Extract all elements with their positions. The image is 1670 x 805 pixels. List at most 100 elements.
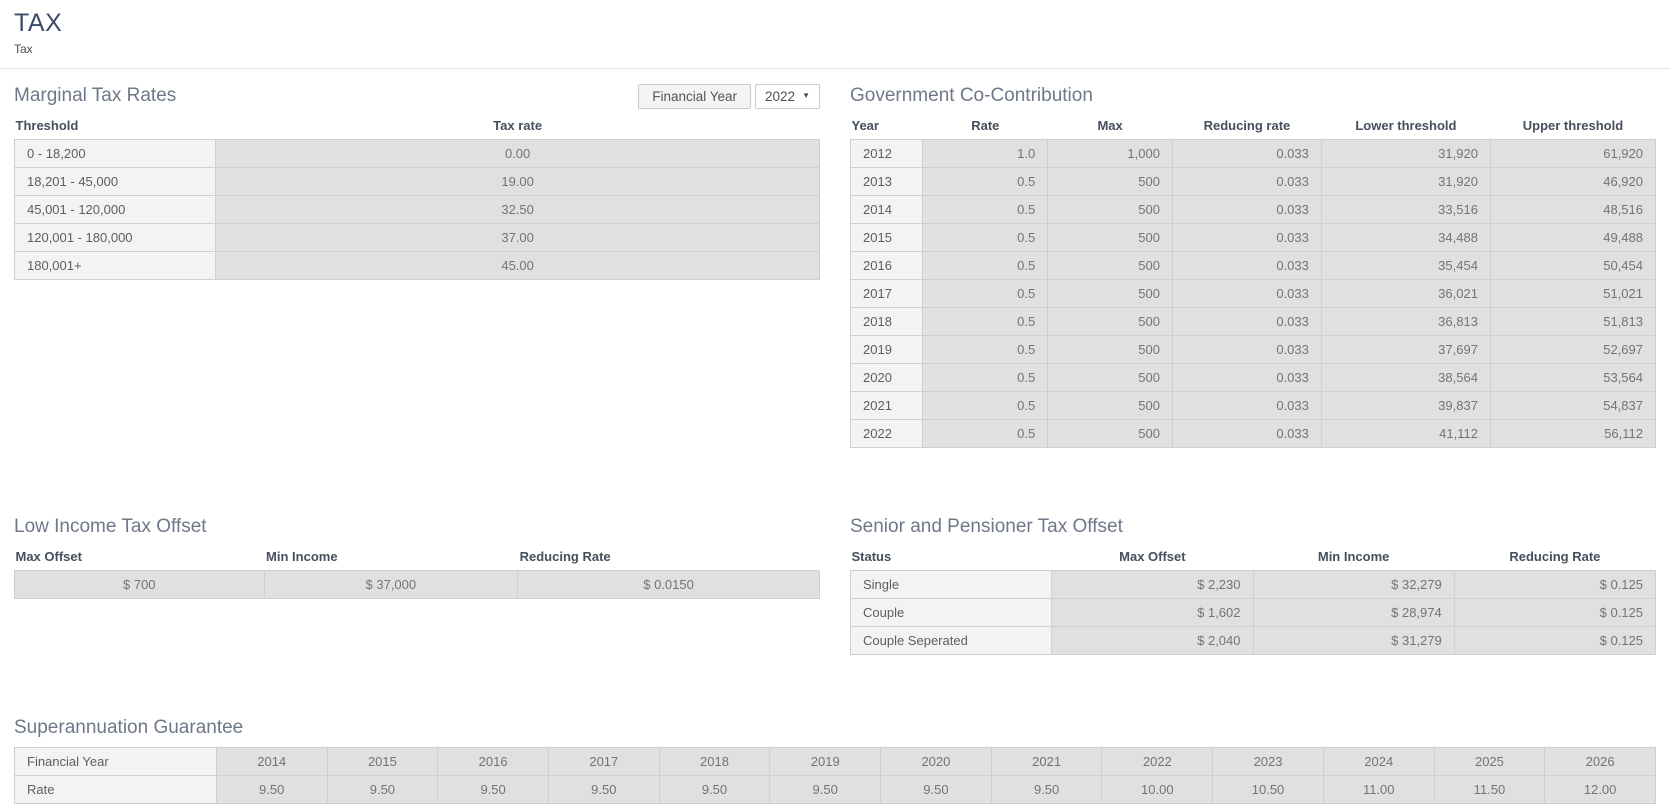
section-title-marginal-tax-rates: Marginal Tax Rates	[14, 85, 177, 106]
top-row: Marginal Tax Rates Financial Year 2022 ▼…	[13, 81, 1657, 448]
section-superannuation-guarantee: Superannuation Guarantee Financial Year 2…	[14, 713, 1656, 804]
table-row: Single $ 2,230 $ 32,279 $ 0.125	[849, 570, 1657, 599]
table-cell: 0.033	[1171, 391, 1322, 420]
table-cell: 51,813	[1489, 307, 1657, 336]
column-header-max-offset: Max Offset	[15, 549, 82, 564]
table-cell: 49,488	[1489, 223, 1657, 252]
table-cell: $ 0.125	[1453, 598, 1657, 627]
table-cell: 18,201 - 45,000	[13, 167, 217, 196]
table-cell: 500	[1047, 279, 1173, 308]
table-cell: 0.033	[1171, 167, 1322, 196]
table-row: 2021 0.5 500 0.033 39,837 54,837	[849, 391, 1657, 420]
table-cell: 2022	[849, 419, 924, 448]
table-cell: 2017	[849, 279, 924, 308]
table-cell: $ 28,974	[1252, 598, 1455, 627]
table-cell: $ 700	[14, 570, 265, 599]
table-cell: 31,920	[1320, 139, 1491, 168]
content: Marginal Tax Rates Financial Year 2022 ▼…	[0, 81, 1670, 804]
section-senior-and-pensioner-tax-offset: Senior and Pensioner Tax Offset Status M…	[849, 512, 1657, 655]
table-cell: 51,021	[1489, 279, 1657, 308]
table-cell: $ 2,230	[1051, 570, 1254, 599]
column-header-lower-threshold: Lower threshold	[1355, 118, 1457, 133]
table-row: $ 700 $ 37,000 $ 0.0150	[14, 570, 820, 599]
table-cell: 9.50	[769, 775, 882, 804]
table-cell: 2020	[880, 747, 992, 776]
table-cell: 0.5	[922, 335, 1049, 364]
table-cell: 10.50	[1212, 775, 1324, 804]
table-row: 2015 0.5 500 0.033 34,488 49,488	[849, 223, 1657, 252]
section-government-co-contribution: Government Co-Contribution Year Rate Max…	[849, 81, 1657, 448]
financial-year-dropdown[interactable]: 2022 ▼	[755, 83, 820, 109]
table-row: Financial Year 2014 2015 2016 2017 2018 2019 20…	[14, 747, 1656, 776]
table-cell: 33,516	[1320, 195, 1491, 224]
table-cell: 500	[1047, 167, 1173, 196]
table-cell: 19.00	[215, 167, 820, 196]
column-header-min-income: Min Income	[1317, 549, 1390, 564]
government-co-contribution-header: Government Co-Contribution	[850, 81, 1656, 111]
page-subtitle: Tax	[14, 42, 33, 56]
marginal-tax-rates-table: Threshold Tax rate 0 - 18,200 0.00 18,201 …	[13, 115, 820, 280]
section-low-income-tax-offset: Low Income Tax Offset Max Offset Min Inc…	[14, 512, 820, 655]
table-cell: 2016	[437, 747, 549, 776]
bottom-row: Superannuation Guarantee Financial Year 2…	[14, 713, 1656, 804]
table-cell: Financial Year	[14, 747, 217, 776]
table-cell: 2014	[849, 195, 924, 224]
table-cell: 9.50	[437, 775, 549, 804]
table-cell: 2023	[1212, 747, 1324, 776]
table-cell: 0.033	[1171, 279, 1322, 308]
table-cell: 52,697	[1489, 335, 1657, 364]
table-cell: 2019	[769, 747, 882, 776]
table-cell: 45,001 - 120,000	[13, 195, 217, 224]
table-cell: 2012	[849, 139, 924, 168]
table-header-row: Threshold Tax rate	[15, 115, 820, 140]
table-cell: 0.5	[922, 251, 1049, 280]
table-cell: 2021	[849, 391, 924, 420]
table-cell: 0.5	[922, 195, 1049, 224]
table-cell: 500	[1047, 335, 1173, 364]
table-cell: 180,001+	[13, 251, 217, 280]
table-cell: 0.5	[922, 223, 1049, 252]
column-header-upper-threshold: Upper threshold	[1522, 118, 1624, 133]
table-cell: 9.50	[990, 775, 1103, 804]
table-row: 2013 0.5 500 0.033 31,920 46,920	[849, 167, 1657, 196]
chevron-down-icon: ▼	[802, 91, 810, 100]
column-header-status: Status	[851, 549, 892, 564]
financial-year-selector: Financial Year 2022 ▼	[638, 83, 820, 109]
table-row: 2012 1.0 1,000 0.033 31,920 61,920	[849, 139, 1657, 168]
table-row: Couple $ 1,602 $ 28,974 $ 0.125	[849, 598, 1657, 627]
table-cell: 2017	[547, 747, 660, 776]
table-cell: 9.50	[880, 775, 992, 804]
table-cell: 500	[1047, 223, 1173, 252]
table-cell: 61,920	[1489, 139, 1657, 168]
table-row: 0 - 18,200 0.00	[13, 139, 820, 168]
table-cell: 41,112	[1320, 419, 1491, 448]
table-cell: Single	[849, 570, 1053, 599]
senior-and-pensioner-tax-offset-header: Senior and Pensioner Tax Offset	[850, 512, 1656, 542]
table-cell: 500	[1047, 307, 1173, 336]
table-row: 2020 0.5 500 0.033 38,564 53,564	[849, 363, 1657, 392]
table-cell: 9.50	[658, 775, 771, 804]
table-cell: 2015	[326, 747, 439, 776]
table-cell: 0.033	[1171, 335, 1322, 364]
table-row: Couple Seperated $ 2,040 $ 31,279 $ 0.125	[849, 626, 1657, 655]
table-cell: 38,564	[1320, 363, 1491, 392]
table-cell: 2013	[849, 167, 924, 196]
section-marginal-tax-rates: Marginal Tax Rates Financial Year 2022 ▼…	[13, 81, 820, 448]
table-cell: 2025	[1433, 747, 1546, 776]
table-cell: 500	[1047, 363, 1173, 392]
table-cell: 32.50	[215, 195, 820, 224]
low-income-tax-offset-header: Low Income Tax Offset	[14, 512, 820, 542]
government-co-contribution-table: Year Rate Max Reducing rate Lower thresh…	[849, 115, 1657, 448]
table-cell: 12.00	[1544, 775, 1656, 804]
table-row: Rate 9.50 9.50 9.50 9.50 9.50 9.50 9.50 9.50 10.0…	[14, 775, 1656, 804]
financial-year-value: 2022	[765, 88, 796, 104]
column-header-rate: Rate	[971, 118, 1000, 133]
column-header-tax-rate: Tax rate	[493, 118, 543, 133]
table-cell: 11.00	[1322, 775, 1435, 804]
table-cell: 2019	[849, 335, 924, 364]
table-cell: $ 2,040	[1051, 626, 1254, 655]
table-cell: 0.033	[1171, 223, 1322, 252]
table-row: 2018 0.5 500 0.033 36,813 51,813	[849, 307, 1657, 336]
table-cell: 9.50	[326, 775, 439, 804]
table-header-row: Status Max Offset Min Income Reducing Ra…	[851, 546, 1656, 571]
